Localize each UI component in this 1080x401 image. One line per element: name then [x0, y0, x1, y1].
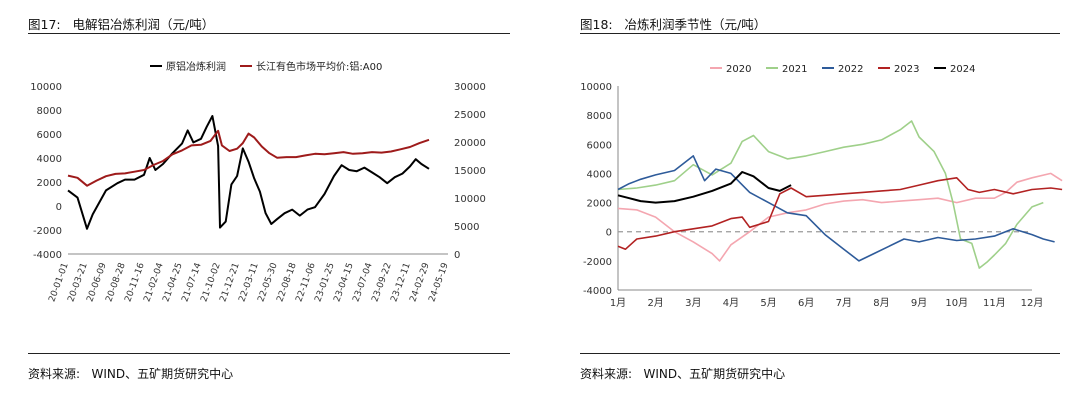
y-tick-label-left: 10000	[30, 82, 62, 93]
y-tick-label-left: 0	[56, 202, 62, 213]
y-tick-label: 8000	[587, 111, 612, 122]
x-tick-label: 6月	[798, 297, 814, 309]
y-tick-label-left: 6000	[37, 130, 62, 141]
x-tick-label: 9月	[911, 297, 927, 309]
legend-label: 2020	[726, 64, 751, 75]
y-tick-label-left: 8000	[37, 106, 62, 117]
series-line	[617, 155, 1055, 262]
title-rule	[28, 33, 510, 34]
x-tick-label: 1月	[610, 297, 626, 309]
series-line	[67, 129, 430, 187]
y-tick-label: 6000	[587, 140, 612, 151]
y-tick-label-right: 10000	[454, 194, 486, 205]
x-tick-label: 3月	[685, 297, 701, 309]
series-line	[617, 177, 1063, 250]
x-tick-label: 2月	[647, 297, 663, 309]
y-tick-label-left: 4000	[37, 154, 62, 165]
legend-label: 2021	[782, 64, 807, 75]
x-tick-label: 11月	[983, 297, 1006, 309]
y-tick-label: -2000	[583, 257, 612, 268]
legend-label: 2023	[894, 64, 919, 75]
figure-title: 图17: 电解铝冶炼利润（元/吨）	[28, 17, 215, 32]
aluminum-profit-chart: 原铝冶炼利润 长江有色市场平均价:铝:A00 -4000 -2000 0 2000 4000…	[30, 60, 486, 303]
y-tick-label-left: -2000	[33, 226, 62, 237]
series-line	[617, 120, 1044, 269]
figure-17: 图17: 电解铝冶炼利润（元/吨） 原铝冶炼利润 长江有色市场平均价:铝:A00 -…	[0, 0, 510, 401]
y-tick-label: 2000	[587, 199, 612, 210]
y-tick-label-left: 2000	[37, 178, 62, 189]
y-tick-label-right: 0	[454, 250, 460, 261]
series-line	[617, 171, 792, 204]
x-tick-label: 4月	[723, 297, 739, 309]
source-note: 资料来源: WIND、五矿期货研究中心	[28, 367, 234, 381]
x-tick-label: 24-05-19	[427, 261, 450, 303]
seasonal-profit-chart: 2020 2021 2022 2023 2024 -4000 -2000 0 2000 4000 6…	[580, 64, 1063, 309]
y-tick-label: -4000	[583, 286, 612, 297]
y-tick-label-right: 25000	[454, 110, 486, 121]
x-tick-label: 5月	[760, 297, 776, 309]
y-tick-label: 10000	[580, 82, 612, 93]
source-rule	[28, 353, 510, 354]
source-note: 资料来源: WIND、五矿期货研究中心	[580, 367, 786, 381]
series-line	[617, 172, 1063, 262]
y-tick-label-right: 5000	[454, 222, 479, 233]
x-tick-label: 12月	[1021, 297, 1044, 309]
legend-label: 原铝冶炼利润	[166, 60, 226, 73]
y-tick-label-right: 20000	[454, 138, 486, 149]
legend-label: 2022	[838, 64, 863, 75]
legend-label: 长江有色市场平均价:铝:A00	[256, 60, 382, 73]
x-tick-label: 7月	[836, 297, 852, 309]
figure-title: 图18: 冶炼利润季节性（元/吨）	[580, 17, 767, 32]
y-tick-label-left: -4000	[33, 250, 62, 261]
legend-label: 2024	[950, 64, 975, 75]
figure-18: 图18: 冶炼利润季节性（元/吨） 2020 2021 2022 2023 2024 -4…	[570, 0, 1080, 401]
title-rule	[580, 33, 1060, 34]
x-tick-label: 8月	[873, 297, 889, 309]
y-tick-label: 0	[606, 228, 612, 239]
y-tick-label: 4000	[587, 169, 612, 180]
source-rule	[580, 353, 1060, 354]
x-tick-label: 10月	[945, 297, 968, 309]
y-tick-label-right: 30000	[454, 82, 486, 93]
y-tick-label-right: 15000	[454, 166, 486, 177]
